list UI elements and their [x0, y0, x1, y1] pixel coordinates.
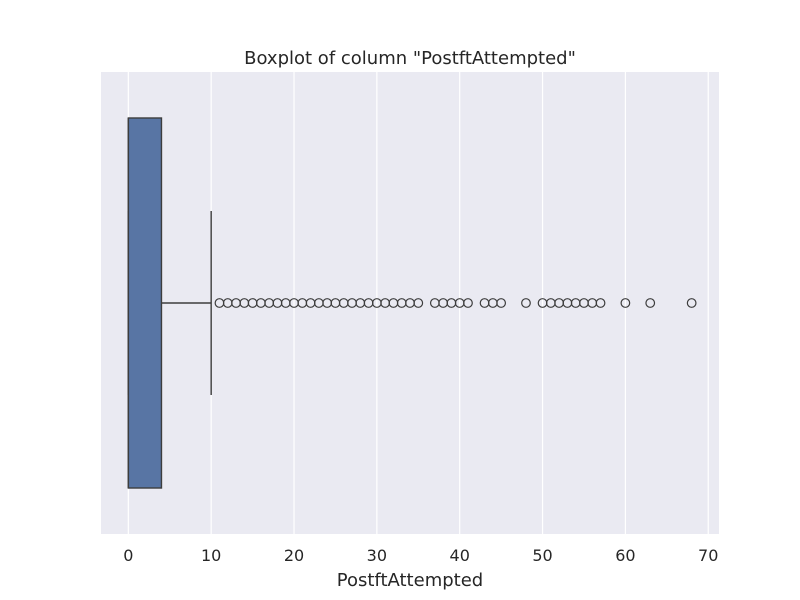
x-tick-label-20: 20	[284, 546, 304, 565]
outlier-point	[521, 298, 531, 308]
x-tick-label-10: 10	[201, 546, 221, 565]
chart-title: Boxplot of column "PostftAttempted"	[244, 48, 576, 69]
outlier-point	[595, 298, 606, 308]
x-tick-label-60: 60	[615, 546, 635, 565]
iqr-box	[127, 117, 163, 489]
x-tick-label-40: 40	[450, 546, 470, 565]
outlier-point	[620, 298, 631, 308]
outlier-point	[496, 298, 507, 308]
outlier-point	[463, 298, 473, 308]
x-axis-label: PostftAttempted	[337, 570, 483, 591]
x-tick-label-30: 30	[367, 546, 387, 565]
x-tick-label-70: 70	[698, 546, 718, 565]
outlier-point	[413, 298, 424, 308]
box-group	[127, 117, 212, 489]
x-tick-label-50: 50	[532, 546, 552, 565]
outlier-points	[214, 298, 697, 308]
x-tick-labels: 0 10 20 30 40 50 60 70	[123, 546, 718, 565]
outlier-point	[645, 298, 656, 308]
x-tick-label-0: 0	[123, 546, 133, 565]
outlier-point	[686, 298, 697, 308]
